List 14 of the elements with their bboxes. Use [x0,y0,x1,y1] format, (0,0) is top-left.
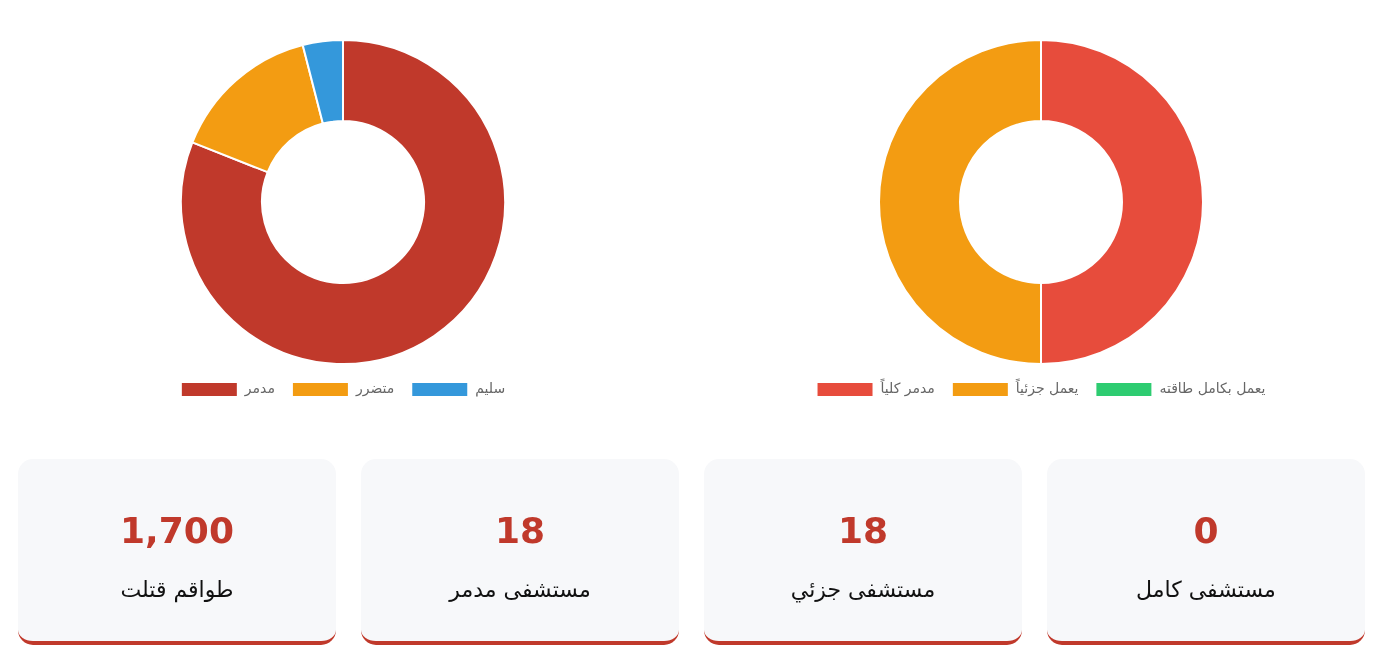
category-label: مستشفى مدمر [447,576,592,604]
legend-label: متضرر [354,380,395,398]
category-label: طواقم قتلت [119,576,235,605]
legend-label: يعمل بكامل طاقته [1159,380,1266,397]
category-label: مستشفى جزئي [789,576,937,605]
text: 18 [494,510,546,551]
text: 18 [837,510,889,551]
legend-label: مدمر كلياً [879,378,935,398]
category-label: مستشفى كامل [1135,576,1277,604]
legend-label: مدمر [243,380,275,398]
legend-label: يعمل جزئياً [1015,378,1079,398]
text: 0 [1193,510,1219,551]
legend-label: سليم [475,380,506,398]
text: 1,700 [120,510,234,551]
